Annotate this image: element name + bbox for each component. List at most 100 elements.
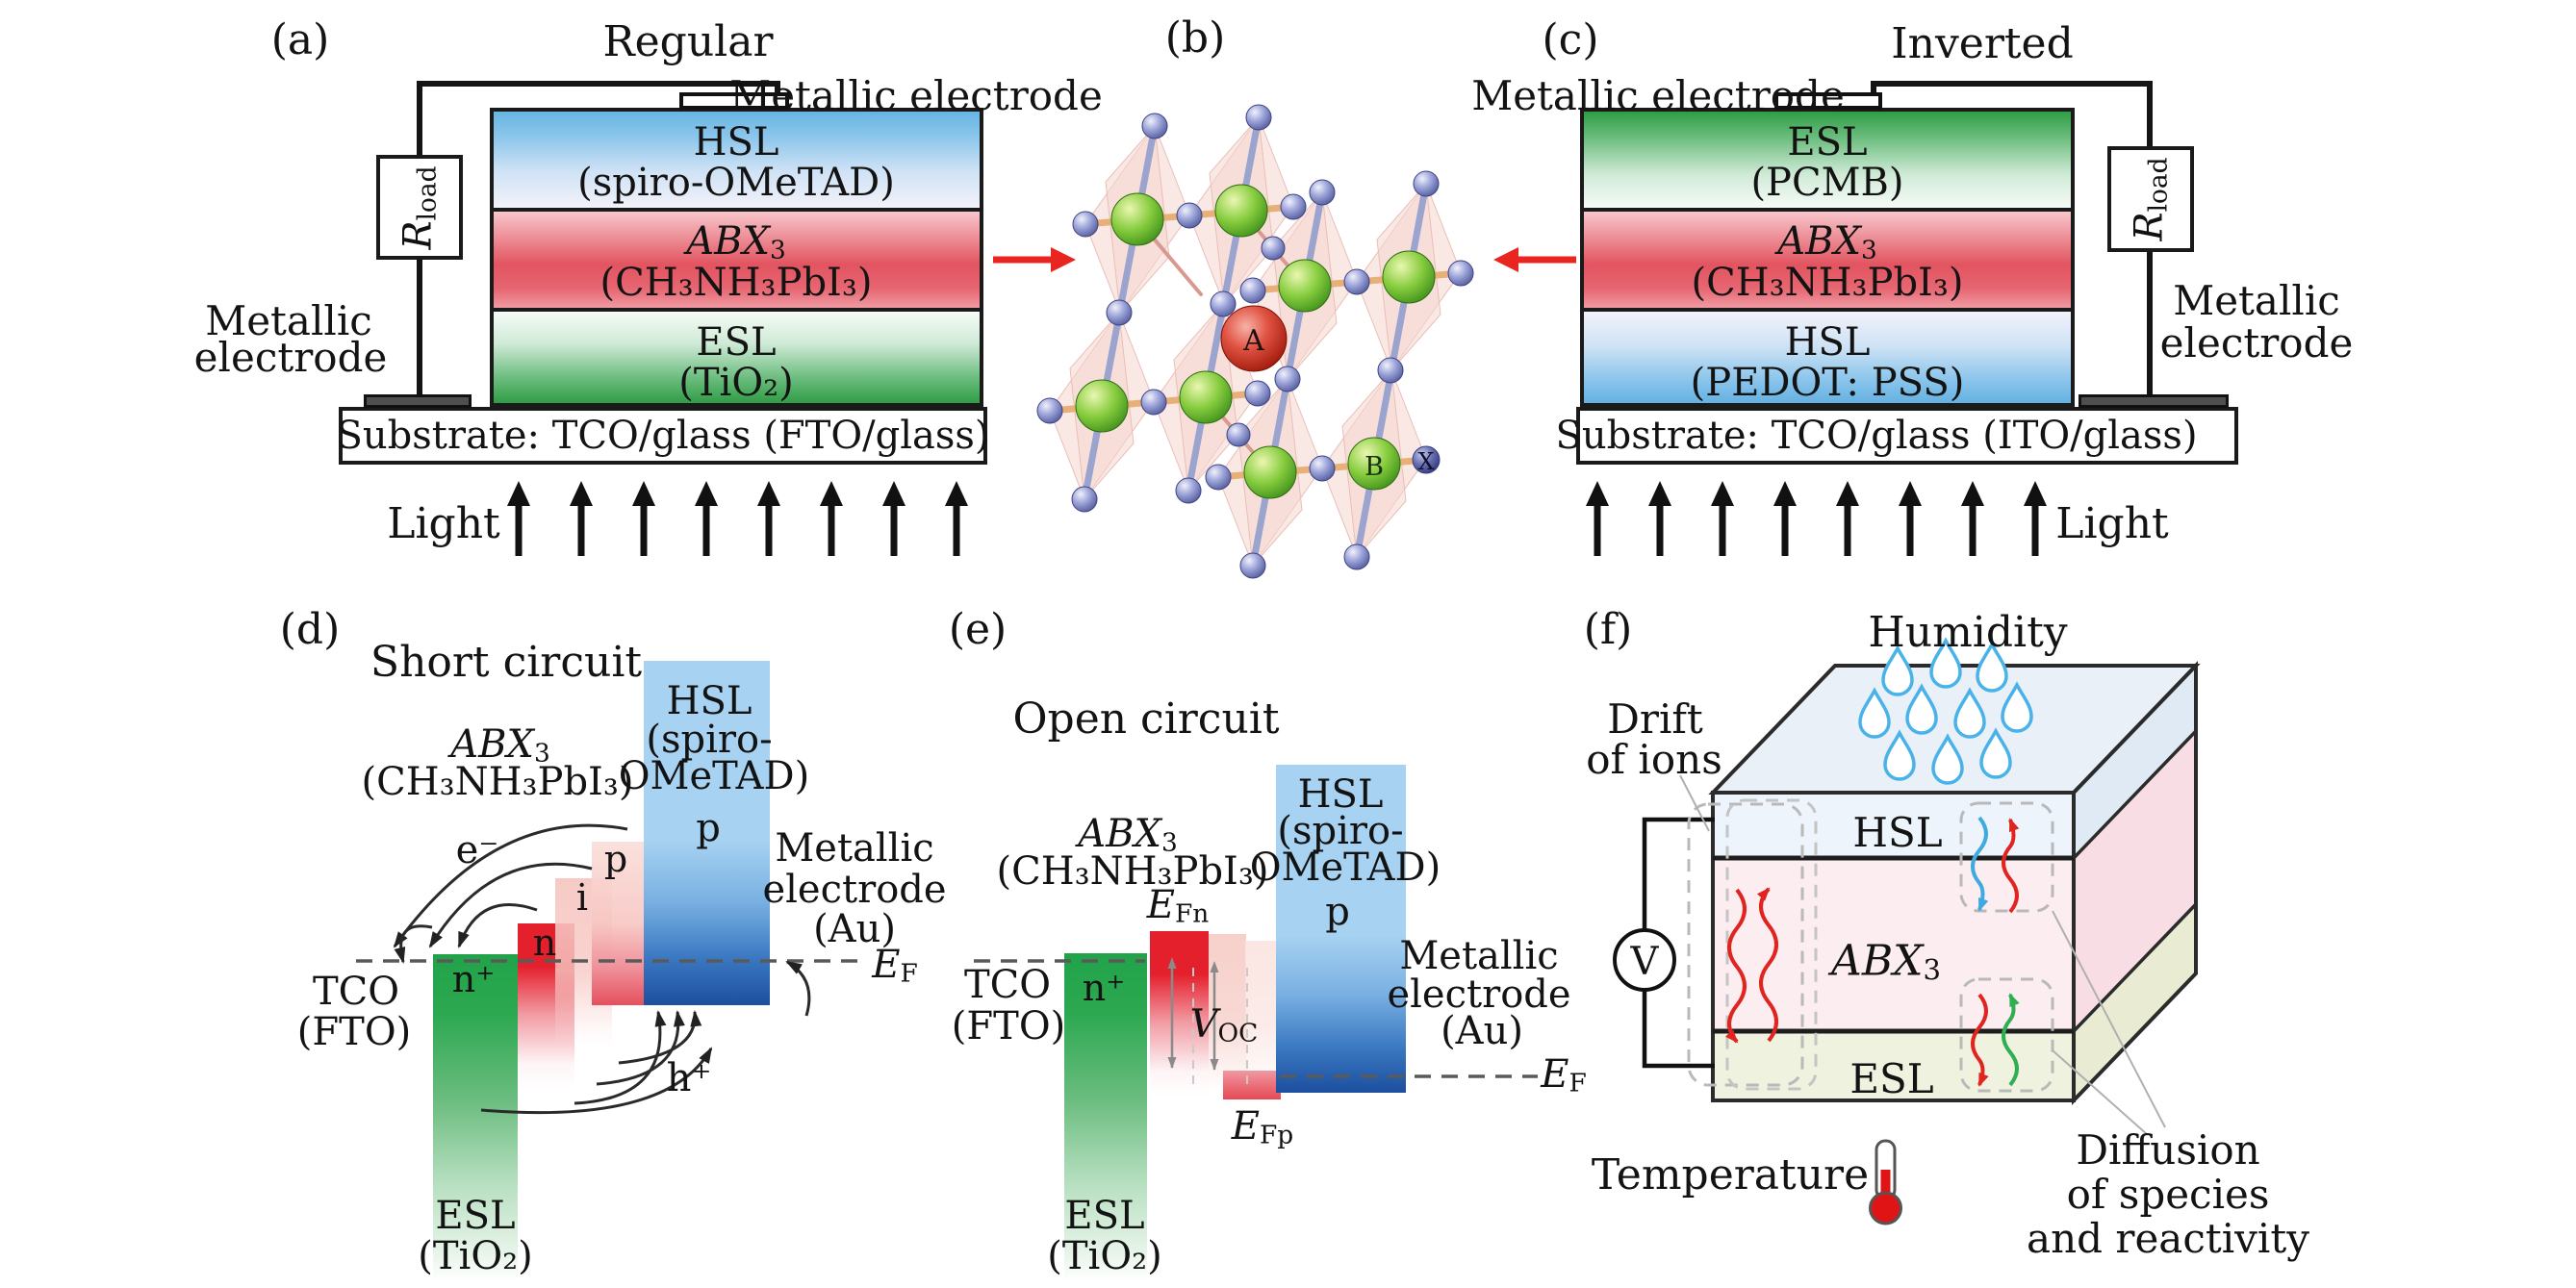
panel-d-electrode-label-3: (Au)	[813, 907, 896, 951]
x-atom	[1280, 193, 1307, 220]
panel-f-diffusion-label-1: Diffusion	[2076, 1125, 2260, 1174]
b-atoms-group	[1075, 184, 1436, 499]
panel-e-tag: (e)	[948, 604, 1007, 654]
x-atom-labeled	[1412, 445, 1441, 474]
electron-flow-arrows	[393, 823, 628, 964]
panel-e-hsl-band	[1276, 765, 1406, 1093]
box-right-hsl	[2074, 666, 2196, 858]
panel-a-title: Regular	[602, 16, 774, 66]
panel-d-hole-label: h⁺	[666, 1056, 712, 1100]
panel-a-abx-name: ABX3	[686, 218, 786, 265]
panel-e-hsl-p-label: p	[1325, 890, 1350, 934]
panel-e-efp-label: EFp	[1231, 1103, 1294, 1150]
panel-d-electron-label: e⁻	[455, 828, 499, 872]
panel-e-efp-bar	[1223, 1071, 1281, 1099]
x-atom	[1239, 552, 1266, 579]
b-atom	[1214, 184, 1268, 238]
panel-e-efn-band	[1150, 931, 1209, 1097]
x-atom-label: X	[1417, 448, 1434, 475]
right-face-boundary-1	[2072, 729, 2198, 860]
panel-d-hsl-band	[644, 661, 770, 1005]
ion-wave-up	[1756, 887, 1778, 1043]
light-arrow	[882, 481, 905, 556]
x-atom	[1141, 113, 1168, 139]
panel-e-voc-label: VOC	[1189, 1001, 1259, 1048]
panel-d-ef-label: EF	[872, 942, 918, 989]
panel-c-electrode-right-label-1: Metallic	[2173, 276, 2340, 324]
panel-e-electrode-label-3: (Au)	[1441, 1009, 1523, 1053]
x-atom	[1413, 170, 1440, 197]
panel-d-overlay	[356, 823, 864, 1115]
panel-c-wire-right-upper	[2147, 81, 2153, 146]
panel-a-esl-layer	[494, 308, 980, 403]
panel-c-abx-material: (CH₃NH₃PbI₃)	[1691, 261, 1964, 305]
x-atom	[1175, 477, 1202, 504]
panel-d-n-label: n	[532, 922, 557, 965]
panel-a-wire-left-lower	[417, 258, 422, 396]
panel-a-electrode-left-label-1: Metallic	[205, 296, 372, 344]
panel-a-wire-top	[417, 81, 779, 87]
panel-f-voltmeter-label: V	[1630, 940, 1659, 984]
light-arrow	[570, 481, 593, 556]
light-arrow	[945, 481, 968, 556]
panel-a-electrode-left-label-2: electrode	[193, 333, 388, 381]
panel-a-light-label: Light	[387, 498, 500, 548]
panel-f-temperature-label: Temperature	[1591, 1149, 1870, 1200]
panel-c-bottom-electrode-bar	[2079, 394, 2229, 408]
panel-c-hsl-material: (PEDOT: PSS)	[1690, 361, 1965, 405]
panel-c-stack	[1580, 108, 2075, 407]
light-arrow	[1711, 481, 1734, 556]
x-atom	[1226, 422, 1251, 447]
x-atom	[1261, 236, 1286, 261]
x-atom	[1343, 268, 1370, 295]
x-atom	[1106, 299, 1133, 326]
species-wave-red-up	[2002, 818, 2020, 914]
x-atom	[1210, 290, 1237, 317]
panel-d-esl-band	[433, 954, 518, 1281]
b-atom	[1243, 445, 1297, 499]
panel-d-hsl-label-1: HSL	[666, 679, 752, 723]
light-arrow	[1899, 481, 1922, 556]
panel-c-electrode-top-label: Metallic electrode	[1471, 71, 1845, 119]
panel-c-rload-box: Rload	[2107, 146, 2194, 252]
panel-c-abx-layer	[1584, 208, 2071, 308]
panel-c-top-electrode-bar	[1774, 92, 1882, 110]
panel-d-esl-label-2: (TiO₂)	[418, 1234, 533, 1278]
panel-e-hsl-label-3: OMeTAD)	[1249, 846, 1441, 890]
panel-c-esl-material: (PCMB)	[1750, 161, 1904, 205]
panel-c-wire-right-lower	[2147, 250, 2153, 396]
x-atom	[1309, 455, 1336, 482]
species-wave-red-down	[1971, 993, 1989, 1087]
panel-a-hsl-material: (spiro-OMeTAD)	[577, 161, 895, 205]
panel-f-abx-label: ABX3	[1831, 936, 1941, 987]
panel-d-electrode-label-2: electrode	[762, 868, 947, 912]
drift-pointer-line	[1679, 774, 1710, 832]
migration-waves	[1724, 816, 2020, 1087]
panel-e-tco-label-2: (FTO)	[951, 1004, 1066, 1048]
panel-a-substrate-label: Substrate: TCO/glass (FTO/glass)	[336, 414, 990, 458]
panel-e-esl-label-2: (TiO₂)	[1047, 1234, 1162, 1278]
a-atom	[1220, 305, 1288, 372]
light-arrow	[820, 481, 843, 556]
x-atom	[1036, 397, 1063, 424]
x-atom	[1447, 260, 1474, 287]
panel-c-light-arrows	[1586, 481, 2047, 556]
panel-e-electrode-label-2: electrode	[1387, 972, 1571, 1017]
b-atom	[1382, 250, 1436, 304]
panel-f-tag: (f)	[1583, 604, 1633, 654]
panel-f-drift-label-2: of ions	[1586, 735, 1722, 783]
panel-a-esl-material: (TiO₂)	[678, 361, 794, 405]
panel-e-esl-label-1: ESL	[1064, 1194, 1145, 1238]
box-right-esl	[2074, 904, 2196, 1100]
light-arrow	[1773, 481, 1797, 556]
panel-a-hsl-layer	[494, 112, 980, 208]
panel-a-rload-box: Rload	[376, 155, 463, 260]
panel-e-nplus-label: n⁺	[1082, 967, 1126, 1010]
panel-d-hsl-p-label: p	[696, 806, 721, 850]
panel-a-electrode-top-label: Metallic electrode	[729, 71, 1103, 119]
light-arrow	[632, 481, 655, 556]
panel-e-hsl-label-1: HSL	[1297, 772, 1384, 817]
light-arrow	[1836, 481, 1859, 556]
panel-a-substrate-box	[339, 407, 987, 465]
